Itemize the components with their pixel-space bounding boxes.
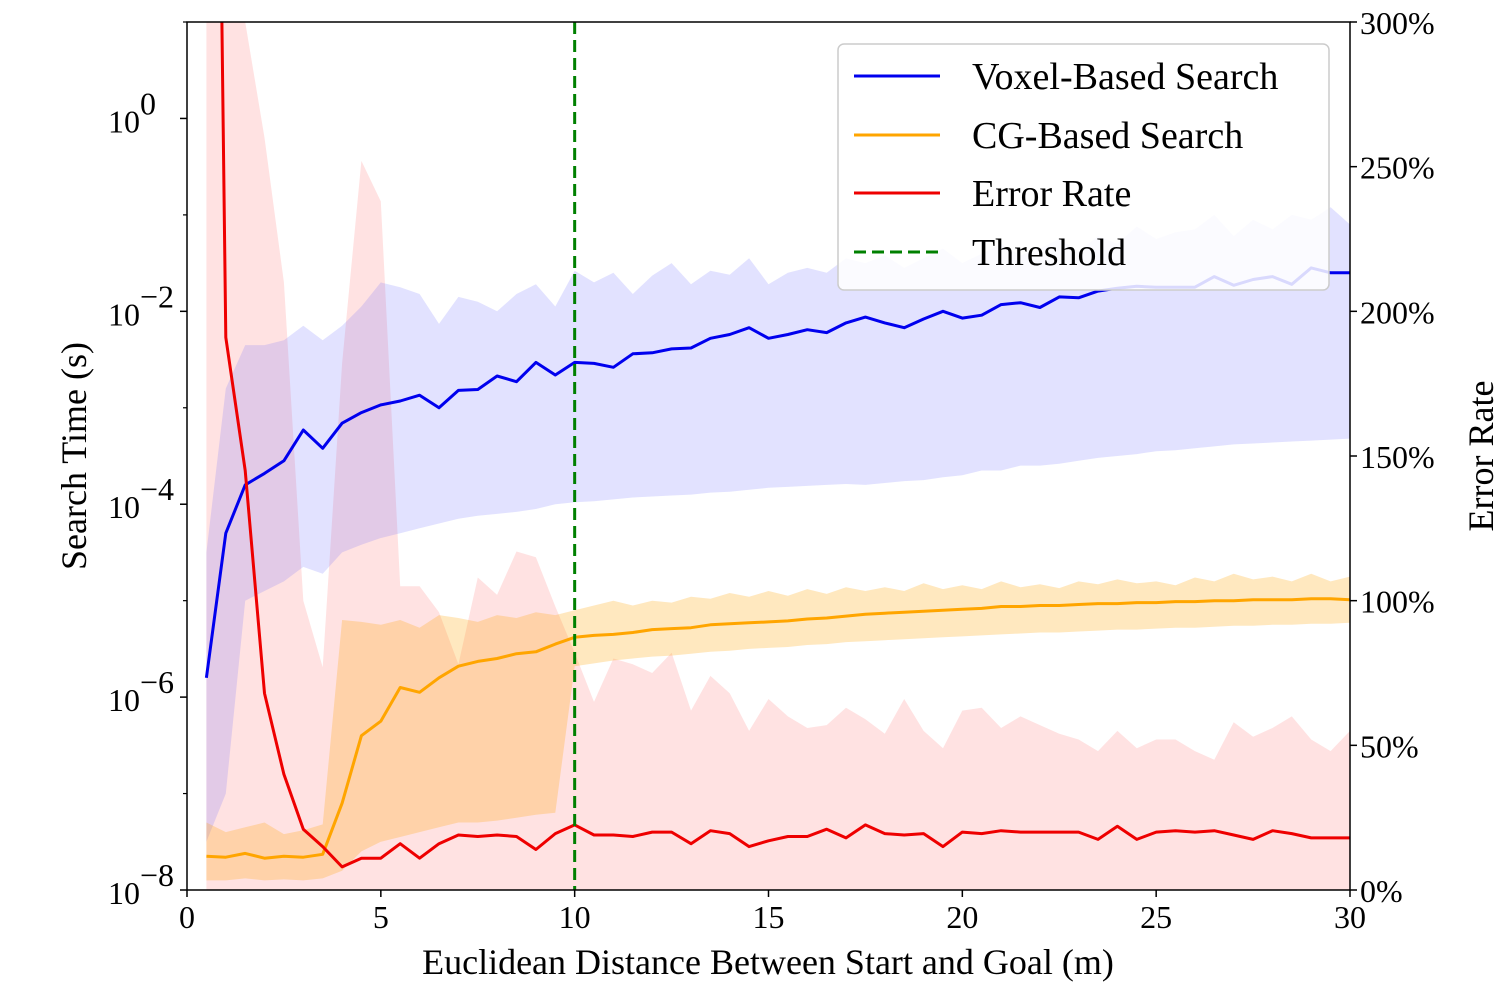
x-tick-label: 0 [179, 899, 195, 935]
y2-axis-title: Error Rate [1461, 381, 1501, 532]
y-tick-exponent: −2 [140, 278, 174, 314]
legend-label-error-rate: Error Rate [972, 173, 1131, 215]
band-error-rate [206, 22, 1350, 890]
band-voxel-based-search [206, 207, 1350, 842]
x-axis-title: Euclidean Distance Between Start and Goa… [422, 942, 1114, 982]
y2-tick-label: 100% [1360, 584, 1435, 620]
legend-label-cg: CG-Based Search [972, 115, 1243, 157]
y2-tick-label: 250% [1360, 150, 1435, 186]
y-tick-exponent: −8 [140, 857, 174, 893]
y-tick-exponent: −4 [140, 471, 174, 507]
y-tick-label: 10 [108, 875, 140, 911]
x-tick-label: 30 [1334, 899, 1366, 935]
y2-tick-label: 150% [1360, 439, 1435, 475]
y-tick-exponent: −6 [140, 664, 174, 700]
legend-label-voxel: Voxel-Based Search [972, 56, 1278, 98]
y2-tick-label: 200% [1360, 294, 1435, 330]
y-tick-exponent: 0 [140, 85, 156, 121]
x-tick-label: 10 [559, 899, 591, 935]
x-tick-label: 15 [753, 899, 785, 935]
y2-tick-label: 0% [1360, 873, 1403, 909]
band-cg-based-search [206, 573, 1350, 881]
y-tick-label: 10 [108, 296, 140, 332]
line-error-rate [220, 21, 1350, 869]
legend: Voxel-Based Search CG-Based Search Error… [837, 43, 1330, 291]
line-cg-based-search [206, 597, 1351, 860]
x-tick-label: 20 [946, 899, 978, 935]
y-tick-label: 10 [108, 103, 140, 139]
confidence-bands [206, 22, 1350, 890]
y2-tick-label: 300% [1360, 5, 1435, 41]
x-tick-label: 5 [373, 899, 389, 935]
x-tick-label: 25 [1140, 899, 1172, 935]
legend-label-threshold: Threshold [972, 232, 1126, 274]
y-tick-label: 10 [108, 489, 140, 525]
y2-tick-label: 50% [1360, 728, 1419, 764]
y-tick-label: 10 [108, 682, 140, 718]
y-axis-title: Search Time (s) [54, 342, 94, 570]
legend-box [837, 43, 1330, 291]
